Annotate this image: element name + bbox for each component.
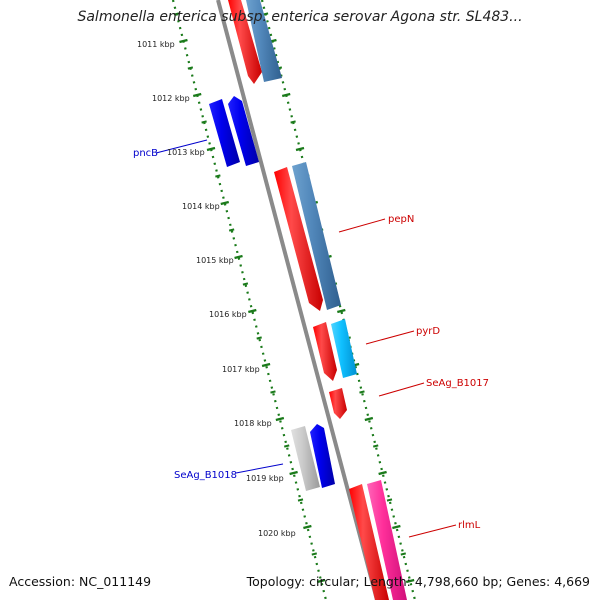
gene-label-rlml[interactable]: rlmL	[458, 520, 481, 531]
ruler-tick	[206, 146, 216, 152]
gene-steel-pepn[interactable]	[292, 162, 341, 310]
ruler-left	[171, 0, 328, 600]
ruler-tick	[297, 498, 304, 502]
ruler-tick	[316, 578, 326, 584]
ruler-tick	[179, 38, 188, 44]
gene-blue-pncb-2[interactable]	[228, 96, 259, 166]
ruler-tick	[242, 282, 249, 286]
ruler-tick	[187, 66, 194, 70]
gene-red-pepn[interactable]	[274, 167, 323, 311]
gene-label-seag-b1017[interactable]: SeAg_B1017	[426, 378, 489, 389]
ruler-tick	[192, 92, 202, 98]
ruler-tick	[311, 552, 318, 556]
gene-features	[209, 0, 407, 600]
ruler-tick	[173, 12, 180, 16]
ruler-tick	[359, 390, 365, 394]
ruler-tick	[290, 120, 296, 124]
ruler-tick	[392, 524, 401, 530]
gene-cyan-pyrd[interactable]	[331, 319, 357, 378]
ruler-tick	[220, 200, 230, 206]
ruler-tick	[201, 120, 207, 124]
ruler-tick	[281, 92, 291, 98]
gene-grey-seag-b1018[interactable]	[291, 426, 320, 491]
tick-label: 1011 kbp	[137, 40, 175, 49]
ruler-tick	[228, 228, 235, 232]
ruler-tick	[400, 552, 407, 556]
gene-steel-top[interactable]	[246, 0, 282, 82]
gene-red-seag-b1017[interactable]	[329, 388, 347, 419]
tick-label: 1017 kbp	[222, 365, 260, 374]
accession-text: Accession: NC_011149	[9, 574, 152, 589]
gene-blue-seag-b1018[interactable]	[310, 424, 335, 488]
genome-title: Salmonella enterica subsp. enterica sero…	[77, 9, 523, 25]
ruler-tick	[378, 470, 387, 476]
ruler-tick	[275, 416, 285, 422]
gene-label-pyrd[interactable]: pyrD	[416, 326, 440, 337]
gene-red-pyrd[interactable]	[313, 322, 337, 381]
gene-label-pncb[interactable]: pncB	[133, 148, 158, 159]
tick-label: 1018 kbp	[234, 419, 272, 428]
ruler-tick	[303, 524, 312, 530]
tick-label: 1020 kbp	[258, 529, 296, 538]
ruler-tick	[337, 308, 346, 314]
ruler-tick	[261, 362, 271, 368]
ruler-tick	[234, 254, 243, 260]
ruler-tick	[270, 390, 276, 394]
gene-red-top[interactable]	[228, 0, 262, 84]
ruler-tick	[405, 578, 415, 584]
tick-label: 1015 kbp	[196, 256, 234, 265]
genome-backbone	[216, 0, 379, 600]
ruler-tick	[295, 146, 305, 152]
ruler-tick	[372, 444, 379, 448]
ruler-tick	[256, 336, 262, 340]
ruler-tick	[386, 498, 393, 502]
tick-label: 1012 kbp	[152, 94, 190, 103]
gene-red-rlml[interactable]	[349, 484, 389, 600]
ruler-tick	[248, 308, 257, 314]
ruler-tick	[289, 470, 298, 476]
topology-text: Topology: circular; Length: 4,798,660 bp…	[246, 574, 590, 589]
gene-pink-rlml[interactable]	[367, 480, 407, 600]
tick-label: 1019 kbp	[246, 474, 284, 483]
ruler-tick	[364, 416, 374, 422]
gene-blue-pncb-1[interactable]	[209, 99, 240, 167]
tick-labels: 1011 kbp 1012 kbp 1013 kbp 1014 kbp 1015…	[137, 40, 296, 538]
label-leaders	[155, 139, 457, 538]
tick-label: 1014 kbp	[182, 202, 220, 211]
gene-label-pepn[interactable]: pepN	[388, 214, 414, 225]
gene-labels: pncB pepN pyrD SeAg_B1017 SeAg_B1018 rlm…	[133, 148, 489, 531]
ruler-tick	[283, 444, 290, 448]
gene-label-seag-b1018[interactable]: SeAg_B1018	[174, 470, 237, 481]
tick-label: 1016 kbp	[209, 310, 247, 319]
ruler-tick	[215, 174, 221, 178]
tick-label: 1013 kbp	[167, 148, 205, 157]
